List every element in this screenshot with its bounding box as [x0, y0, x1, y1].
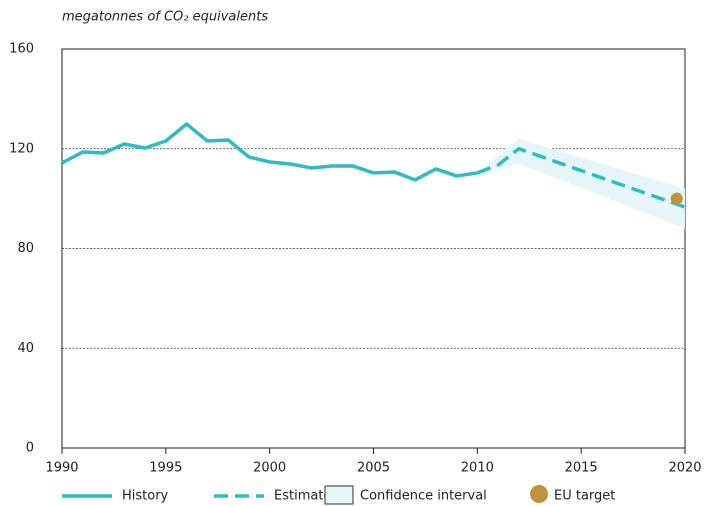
y-tick-label: 160: [9, 42, 34, 57]
x-tick-label: 2015: [565, 461, 598, 476]
x-tick-label: 1990: [45, 461, 78, 476]
plot-frame: [61, 48, 686, 449]
y-tick-label: 0: [26, 441, 34, 456]
y-axis-label: megatonnes of CO₂ equivalents: [62, 10, 268, 25]
legend-swatch: [530, 485, 548, 503]
y-tick-label: 80: [17, 241, 34, 256]
target-point: [670, 192, 683, 205]
legend-label: EU target: [554, 489, 615, 504]
history-line: [61, 122, 478, 182]
y-tick-label: 120: [9, 141, 34, 156]
y-tick-label: 40: [17, 341, 34, 356]
legend-label: Estimate: [274, 489, 331, 504]
x-tick-label: 2005: [357, 461, 390, 476]
x-tick-label: 1995: [149, 461, 182, 476]
confidence-band: [477, 138, 685, 229]
legend-label: History: [122, 489, 169, 504]
estimate-line: [476, 147, 686, 209]
x-tick-label: 2000: [253, 461, 286, 476]
x-tick-label: 2020: [668, 461, 701, 476]
legend-swatch: [324, 485, 354, 505]
legend-label: Confidence interval: [360, 489, 487, 504]
x-tick-label: 2010: [461, 461, 494, 476]
